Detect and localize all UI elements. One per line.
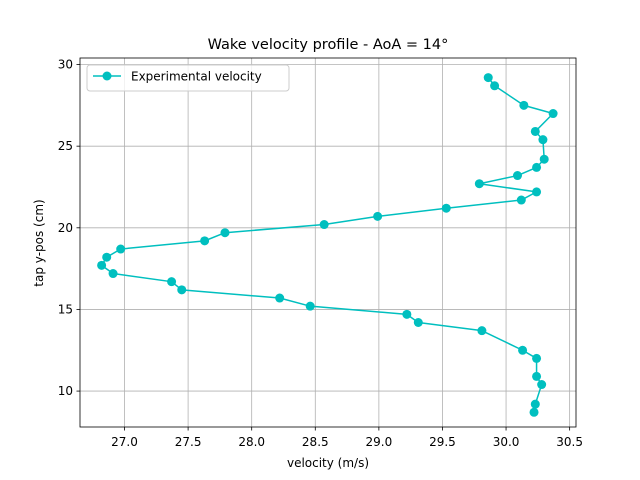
data-point [532, 162, 542, 172]
data-point [532, 187, 542, 197]
data-point [548, 109, 558, 119]
x-tick-label: 27.5 [175, 435, 202, 449]
series-line [100, 77, 554, 413]
legend-frame [86, 64, 290, 92]
data-point [532, 353, 542, 363]
data-point [512, 171, 522, 181]
x-tick-label: 28.5 [302, 435, 329, 449]
data-point [490, 81, 500, 91]
y-tick-label: 20 [58, 221, 73, 235]
x-tick-label: 29.5 [429, 435, 456, 449]
data-point [116, 244, 126, 254]
data-point [275, 293, 285, 303]
data-point [441, 203, 451, 213]
y-tick-label: 30 [58, 58, 73, 72]
data-point [537, 380, 547, 390]
data-point [200, 236, 210, 246]
x-tick-label: 29.0 [366, 435, 393, 449]
data-point [413, 318, 423, 328]
data-point [530, 126, 540, 136]
legend-label: Experimental velocity [131, 70, 262, 84]
plot-area-frame [79, 57, 577, 428]
data-point [177, 285, 187, 295]
data-point [538, 135, 548, 145]
x-tick-label: 27.0 [111, 435, 138, 449]
x-tick-label: 28.0 [238, 435, 265, 449]
data-point [319, 220, 329, 230]
data-point [530, 399, 540, 409]
data-point [532, 371, 542, 381]
data-point [519, 100, 529, 110]
data-point [539, 154, 549, 164]
data-point [516, 195, 526, 205]
data-point [373, 211, 383, 221]
data-point [529, 407, 539, 417]
y-tick-label: 25 [58, 139, 73, 153]
data-point [305, 301, 315, 311]
legend: Experimental velocity [86, 64, 290, 92]
data-point [108, 269, 118, 279]
data-point [220, 228, 230, 238]
data-point [167, 277, 177, 287]
y-tick-label: 10 [58, 384, 73, 398]
data-point [477, 326, 487, 336]
ticks: 27.0 27.5 28.0 28.5 29.0 29.5 30.0 30.5 10 15 20 25… [58, 58, 583, 449]
data-point [402, 309, 412, 319]
legend-marker-swatch [102, 71, 112, 81]
data-point [97, 260, 107, 270]
data-point [518, 345, 528, 355]
series-layer [97, 73, 558, 417]
x-tick-label: 30.0 [493, 435, 520, 449]
x-tick-label: 30.5 [556, 435, 583, 449]
y-axis-label: tap y-pos (cm) [32, 199, 46, 286]
x-axis-label: velocity (m/s) [287, 456, 369, 470]
data-point [483, 73, 493, 83]
data-point [474, 179, 484, 189]
y-tick-label: 15 [58, 302, 73, 316]
data-point [102, 252, 112, 262]
chart-title: Wake velocity profile - AoA = 14° [208, 37, 449, 53]
